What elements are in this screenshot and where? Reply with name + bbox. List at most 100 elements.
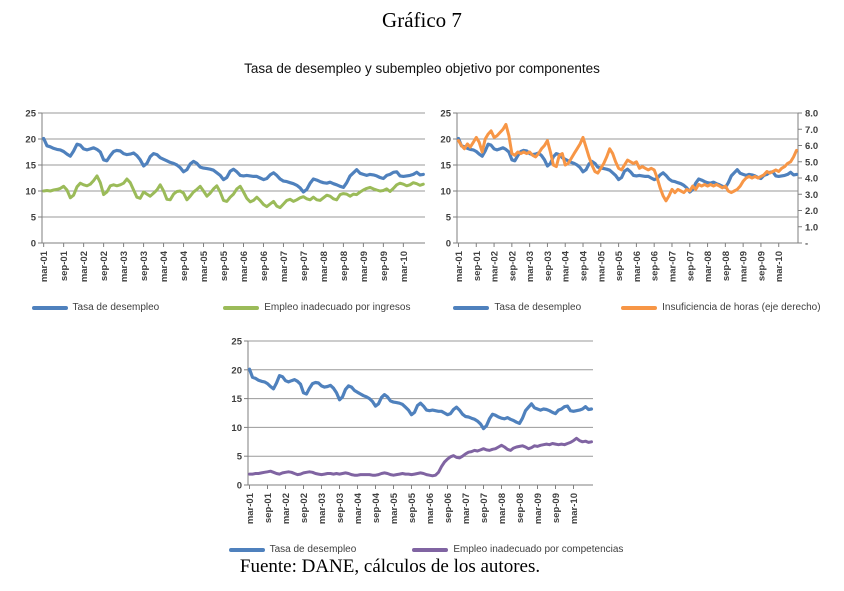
chart-canvas: 0 5 10 15 20 25 mar-01 sep-01 mar-02 sep-02 mar-03… xyxy=(25,109,425,282)
x-axis-tick-label: mar-06 xyxy=(632,251,643,282)
x-axis-tick-label: mar-01 xyxy=(39,250,50,282)
legend-line-swatch-icon xyxy=(453,305,490,310)
x-axis-tick-label: mar-10 xyxy=(774,251,785,282)
chart-canvas: 0 5 10 15 20 25 mar-01 sep-01 mar-02 sep-02 mar-03… xyxy=(231,337,594,524)
figure-subtitle: Tasa de desempleo y subempleo objetivo p… xyxy=(244,61,600,76)
y-axis-tick-label: 25 xyxy=(440,109,451,120)
x-axis-tick-label: sep-04 xyxy=(371,492,382,523)
legend-item: Empleo inadecuado por ingresos xyxy=(223,302,410,313)
right-axis-tick-label: 2.0 xyxy=(805,206,818,217)
x-axis-tick-label: sep-04 xyxy=(579,250,590,281)
x-axis-tick-label: sep-05 xyxy=(614,250,625,281)
x-axis-tick-label: sep-03 xyxy=(335,493,346,523)
x-axis-tick-label: mar-02 xyxy=(79,251,90,282)
chart-legend: Tasa de desempleo Empleo inadecuado por i… xyxy=(14,302,428,313)
y-axis-tick-label: 25 xyxy=(231,337,242,348)
source-note: Fuente: DANE, cálculos de los autores. xyxy=(239,556,541,577)
series-line-insuficiencia-de-horas-eje-derecho- xyxy=(457,122,798,203)
y-axis-tick-label: 25 xyxy=(25,109,36,120)
x-axis-tick-label: sep-01 xyxy=(59,250,70,281)
legend-label: Empleo inadecuado por ingresos xyxy=(264,302,411,313)
x-axis-tick-label: mar-09 xyxy=(739,251,750,282)
x-axis-tick-label: mar-01 xyxy=(245,492,256,524)
x-axis-tick-label: mar-05 xyxy=(199,250,210,282)
x-axis-tick-label: mar-03 xyxy=(317,493,328,524)
right-axis-tick-label: 7.0 xyxy=(805,125,818,136)
x-axis-tick-label: sep-07 xyxy=(685,251,696,281)
legend-item: Insuficiencia de horas (eje derecho) xyxy=(621,302,821,313)
x-axis-tick-label: sep-02 xyxy=(299,493,310,523)
x-axis-tick-label: sep-03 xyxy=(139,251,150,281)
x-axis-tick-label: mar-10 xyxy=(569,493,580,524)
x-axis-tick-label: mar-08 xyxy=(703,251,714,282)
x-axis-tick-label: mar-07 xyxy=(461,493,472,524)
y-axis-tick-label: 5 xyxy=(237,452,243,463)
legend-line-swatch-icon xyxy=(223,305,260,310)
legend-item: Tasa de desempleo xyxy=(228,544,357,555)
x-axis-tick-label: mar-07 xyxy=(667,251,678,282)
x-axis-tick-label: sep-07 xyxy=(299,251,310,281)
x-axis-tick-label: mar-02 xyxy=(490,251,501,282)
legend-label: Insuficiencia de horas (eje derecho) xyxy=(662,302,821,313)
chart-desempleo-vs-competencias: 0 5 10 15 20 25 mar-01 sep-01 mar-02 sep-02 mar-03… xyxy=(212,330,640,558)
x-axis-tick-label: mar-08 xyxy=(319,251,330,282)
x-axis-tick-label: sep-08 xyxy=(721,251,732,281)
y-axis-tick-label: 0 xyxy=(446,239,451,250)
legend-line-swatch-icon xyxy=(621,305,658,310)
x-axis-tick-label: sep-08 xyxy=(515,493,526,523)
x-axis-tick-label: mar-09 xyxy=(533,493,544,524)
x-axis-tick-label: sep-05 xyxy=(407,492,418,523)
series-line-empleo-inadecuado-por-competencias xyxy=(248,436,593,478)
right-axis-tick-label: 6.0 xyxy=(805,141,818,152)
legend-label: Empleo inadecuado por competencias xyxy=(453,544,624,555)
x-axis-tick-label: sep-06 xyxy=(259,251,270,281)
x-axis-tick-label: mar-04 xyxy=(159,250,170,282)
chart-legend: Tasa de desempleo Empleo inadecuado por c… xyxy=(212,544,640,555)
x-axis-tick-label: sep-02 xyxy=(99,251,110,281)
x-axis-tick-label: mar-09 xyxy=(359,251,370,282)
x-axis-tick-label: mar-05 xyxy=(389,492,400,524)
y-axis-tick-label: 15 xyxy=(231,394,242,405)
chart-legend: Tasa de desempleo Insuficiencia de horas … xyxy=(432,302,842,313)
x-axis-tick-label: sep-05 xyxy=(219,250,230,281)
y-axis-tick-label: 0 xyxy=(237,481,242,492)
right-axis-tick-label: 5.0 xyxy=(805,157,818,168)
x-axis-tick-label: mar-02 xyxy=(281,493,292,524)
series-line-tasa-de-desempleo xyxy=(247,367,594,431)
x-axis-tick-label: sep-09 xyxy=(551,493,562,523)
legend-line-swatch-icon xyxy=(31,305,68,310)
x-axis-tick-label: sep-01 xyxy=(263,492,274,523)
legend-item: Tasa de desempleo xyxy=(31,302,160,313)
x-axis-tick-label: sep-08 xyxy=(339,251,350,281)
chart-desempleo-vs-ingresos: 0 5 10 15 20 25 mar-01 sep-01 mar-02 sep-02 mar-03… xyxy=(14,101,428,317)
right-axis-tick-label: 1.0 xyxy=(805,222,818,233)
y-axis-tick-label: 10 xyxy=(440,187,451,198)
x-axis-tick-label: sep-09 xyxy=(379,251,390,281)
x-axis-tick-label: sep-03 xyxy=(543,251,554,281)
x-axis-tick-label: sep-01 xyxy=(472,250,483,281)
y-axis-tick-label: 10 xyxy=(25,187,36,198)
right-axis-tick-label: 3.0 xyxy=(805,190,818,201)
x-axis-tick-label: mar-03 xyxy=(119,251,130,282)
legend-item: Empleo inadecuado por competencias xyxy=(412,544,623,555)
x-axis-tick-label: sep-06 xyxy=(443,493,454,523)
legend-item: Tasa de desempleo xyxy=(453,302,581,313)
right-axis-tick-label: - xyxy=(805,239,808,250)
x-axis-tick-label: mar-07 xyxy=(279,251,290,282)
x-axis-tick-label: sep-04 xyxy=(179,250,190,281)
x-axis-tick-label: sep-06 xyxy=(650,251,661,281)
legend-label: Tasa de desempleo xyxy=(72,302,160,313)
y-axis-tick-label: 20 xyxy=(25,135,36,146)
x-axis-tick-label: mar-06 xyxy=(425,493,436,524)
series-line-tasa-de-desempleo xyxy=(456,136,799,194)
x-axis-tick-label: mar-05 xyxy=(596,250,607,282)
x-axis-tick-label: mar-06 xyxy=(239,251,250,282)
legend-label: Tasa de desempleo xyxy=(269,544,357,555)
x-axis-tick-label: sep-09 xyxy=(756,251,767,281)
legend-label: Tasa de desempleo xyxy=(494,302,582,313)
y-axis-tick-label: 20 xyxy=(440,135,451,146)
x-axis-tick-label: mar-04 xyxy=(561,250,572,282)
right-axis-tick-label: 4.0 xyxy=(805,174,818,185)
y-axis-tick-label: 5 xyxy=(31,213,37,224)
